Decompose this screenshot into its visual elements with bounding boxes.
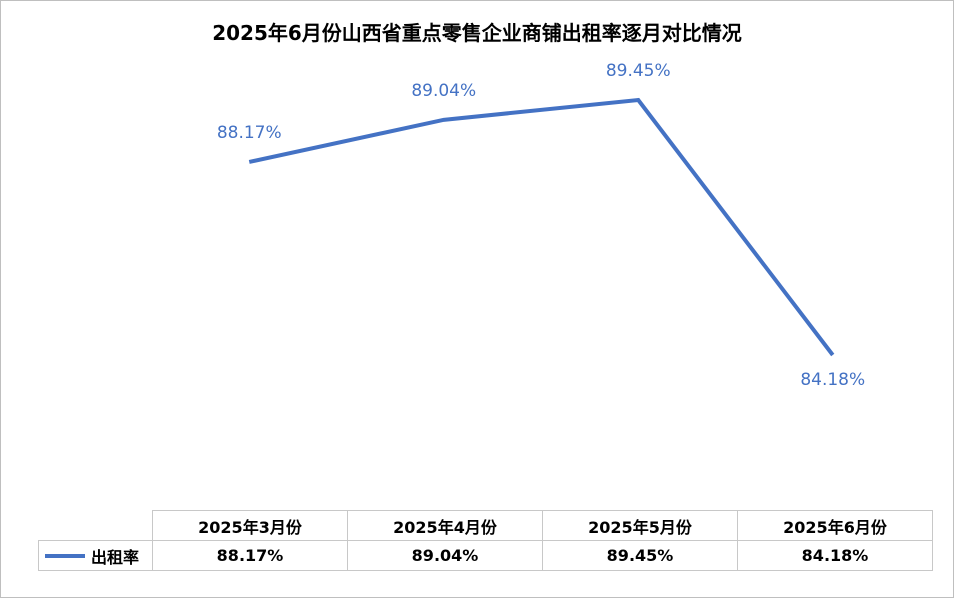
legend-line-swatch bbox=[45, 553, 85, 558]
data-label: 89.45% bbox=[606, 61, 671, 81]
table-value-cell: 89.04% bbox=[347, 540, 543, 571]
data-label: 88.17% bbox=[217, 123, 282, 143]
data-table-corner bbox=[38, 510, 153, 541]
data-table-row: 出租率 88.17% 89.04% 89.45% 84.18% bbox=[38, 540, 933, 571]
category-label: 2025年4月份 bbox=[347, 510, 543, 541]
category-label: 2025年5月份 bbox=[542, 510, 738, 541]
chart-frame bbox=[0, 0, 954, 598]
legend-label: 出租率 bbox=[91, 547, 140, 567]
legend-entry: 出租率 bbox=[38, 540, 153, 571]
table-value-cell: 84.18% bbox=[737, 540, 933, 571]
category-label: 2025年6月份 bbox=[737, 510, 933, 541]
category-label: 2025年3月份 bbox=[152, 510, 348, 541]
drop-lines bbox=[248, 100, 834, 505]
data-label: 84.18% bbox=[800, 370, 865, 390]
data-label: 89.04% bbox=[411, 81, 476, 101]
table-value-cell: 89.45% bbox=[542, 540, 738, 571]
series-line-出租率 bbox=[248, 97, 835, 357]
chart-title: 2025年6月份山西省重点零售企业商铺出租率逐月对比情况 bbox=[212, 21, 742, 45]
data-table: 2025年3月份 2025年4月份 2025年5月份 2025年6月份 出租率 … bbox=[38, 510, 933, 571]
data-labels: 88.17% 89.04% 89.45% 84.18% bbox=[217, 61, 865, 390]
table-value-cell: 88.17% bbox=[152, 540, 348, 571]
data-table-header-row: 2025年3月份 2025年4月份 2025年5月份 2025年6月份 bbox=[38, 510, 933, 541]
